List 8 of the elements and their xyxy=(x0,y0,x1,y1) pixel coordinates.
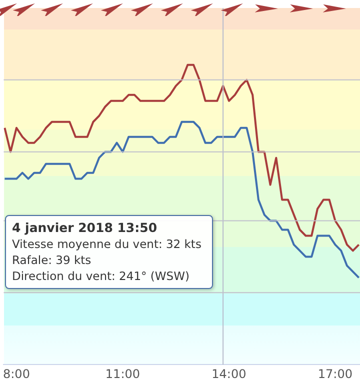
x-tick-label: 17:00 xyxy=(318,366,353,381)
x-tick-label: 11:00 xyxy=(105,366,140,381)
x-tick-label: 14:00 xyxy=(212,366,246,381)
annotation: 4 janvier 2018 13:50 xyxy=(12,220,158,236)
annotation: Direction du vent: 241° (WSW) xyxy=(12,268,190,284)
annotation: Vitesse moyenne du vent: 32 kts xyxy=(12,236,202,252)
x-tick-label: 8:00 xyxy=(2,366,30,381)
annotation: Rafale: 39 kts xyxy=(12,252,92,268)
